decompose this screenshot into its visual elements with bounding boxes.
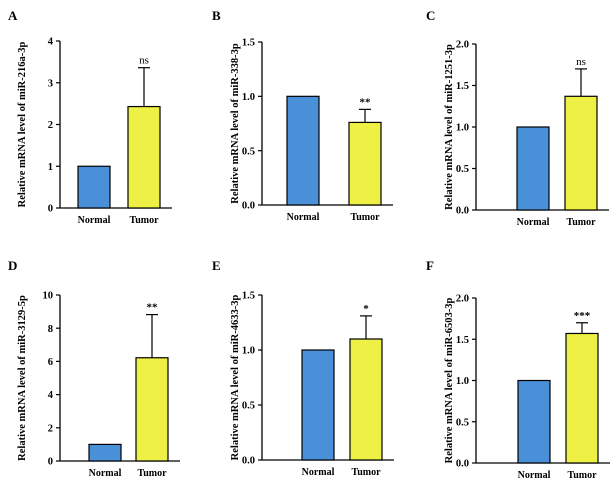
panel-f-y-tick-label: 1.0 <box>456 376 469 387</box>
panel-c-y-tick-label: 2.0 <box>456 40 469 51</box>
panel-e-category-label: Normal <box>302 467 335 478</box>
panel-b-y-title: Relative mRNA level of miR-338-3p <box>230 43 241 204</box>
panel-f-bar-normal <box>517 379 551 464</box>
panel-a-y-tick-label: 1 <box>48 162 53 173</box>
panel-e-significance: * <box>363 303 369 315</box>
panel-e-bar-tumor <box>349 338 383 461</box>
panel-c-bar-normal <box>516 126 550 211</box>
panel-b-letter: B <box>212 8 221 23</box>
panel-c-y-tick-label: 1.0 <box>456 123 469 134</box>
panel-b-y-tick-label: 0.5 <box>242 146 255 157</box>
panel-a-y-tick-label: 0 <box>48 204 53 215</box>
panel-f-y-tick-label: 1.5 <box>456 335 469 346</box>
panel-a-bar-tumor <box>127 105 161 209</box>
panel-b-y-tick-label: 0.0 <box>242 201 255 212</box>
panel-f-y-title: Relative mRNA level of miR-6503-3p <box>444 298 455 464</box>
panel-f-y-tick-label: 2.0 <box>456 294 469 305</box>
panel-d-bar-normal <box>88 443 122 462</box>
panel-c-category-label: Tumor <box>566 217 596 228</box>
panel-e-y-tick-label: 0.5 <box>242 401 255 412</box>
panel-c-y-tick-label: 0.5 <box>456 164 469 175</box>
panel-a-y-title: Relative mRNA level of miR-216a-3p <box>17 42 28 208</box>
panel-f-significance: *** <box>574 310 591 322</box>
panel-b-category-label: Normal <box>287 212 320 223</box>
panel-a-category-label: Tumor <box>129 215 159 226</box>
panel-e-category-label: Tumor <box>351 467 381 478</box>
panel-a-bar-normal <box>77 165 111 209</box>
panel-c-y-tick-label: 1.5 <box>456 81 469 92</box>
panel-e-y-tick-label: 1.0 <box>242 346 255 357</box>
panel-d-y-tick-label: 8 <box>48 324 53 335</box>
panel-d-category-label: Tumor <box>137 468 167 479</box>
panel-b-significance: ** <box>360 96 372 108</box>
panel-c-letter: C <box>426 8 435 23</box>
panel-e-bar-normal <box>301 349 335 461</box>
panel-e-y-title: Relative mRNA level of miR-4633-3p <box>230 295 241 461</box>
panel-d-y-tick-label: 6 <box>48 357 53 368</box>
panel-f-category-label: Normal <box>518 470 551 481</box>
panel-a-y-tick-label: 3 <box>48 78 53 89</box>
panel-d-y-title: Relative mRNA level of miR-3129-5p <box>17 295 28 461</box>
panel-d-y-tick-label: 0 <box>48 457 53 468</box>
panel-e-y-tick-label: 0.0 <box>242 456 255 467</box>
panel-e-y-tick-label: 1.5 <box>242 291 255 302</box>
panel-c-category-label: Normal <box>517 217 550 228</box>
panel-c-significance: ns <box>576 56 586 68</box>
panel-b-bar-normal <box>286 95 320 206</box>
panel-a-y-tick-label: 4 <box>48 37 54 48</box>
panel-d-letter: D <box>8 258 17 273</box>
panel-f-bar-tumor <box>565 332 599 464</box>
panel-b-y-tick-label: 1.0 <box>242 92 255 103</box>
panel-b-y-tick-label: 1.5 <box>242 38 255 49</box>
panel-a-category-label: Normal <box>78 215 111 226</box>
panel-d-y-tick-label: 2 <box>48 423 53 434</box>
panel-d-category-label: Normal <box>89 468 122 479</box>
panel-d-significance: ** <box>147 302 159 314</box>
panel-b-bar-tumor <box>348 121 382 206</box>
panel-c-bar-tumor <box>564 95 598 211</box>
panel-e-letter: E <box>212 258 221 273</box>
panel-a-significance: ns <box>139 55 149 67</box>
panel-f-y-tick-label: 0.0 <box>456 459 469 470</box>
panel-a-letter: A <box>8 8 18 23</box>
panel-c-y-tick-label: 0.0 <box>456 206 469 217</box>
panel-d-y-tick-label: 4 <box>48 390 54 401</box>
panel-b-category-label: Tumor <box>350 212 380 223</box>
panel-d-bar-tumor <box>135 357 169 462</box>
panel-d-y-tick-label: 10 <box>43 291 54 302</box>
panel-f-y-tick-label: 0.5 <box>456 417 469 428</box>
panel-f-letter: F <box>426 258 434 273</box>
panel-a-y-tick-label: 2 <box>48 120 53 131</box>
panel-c-y-title: Relative mRNA level of miR-1251-3p <box>444 44 455 210</box>
panel-f-category-label: Tumor <box>567 470 597 481</box>
